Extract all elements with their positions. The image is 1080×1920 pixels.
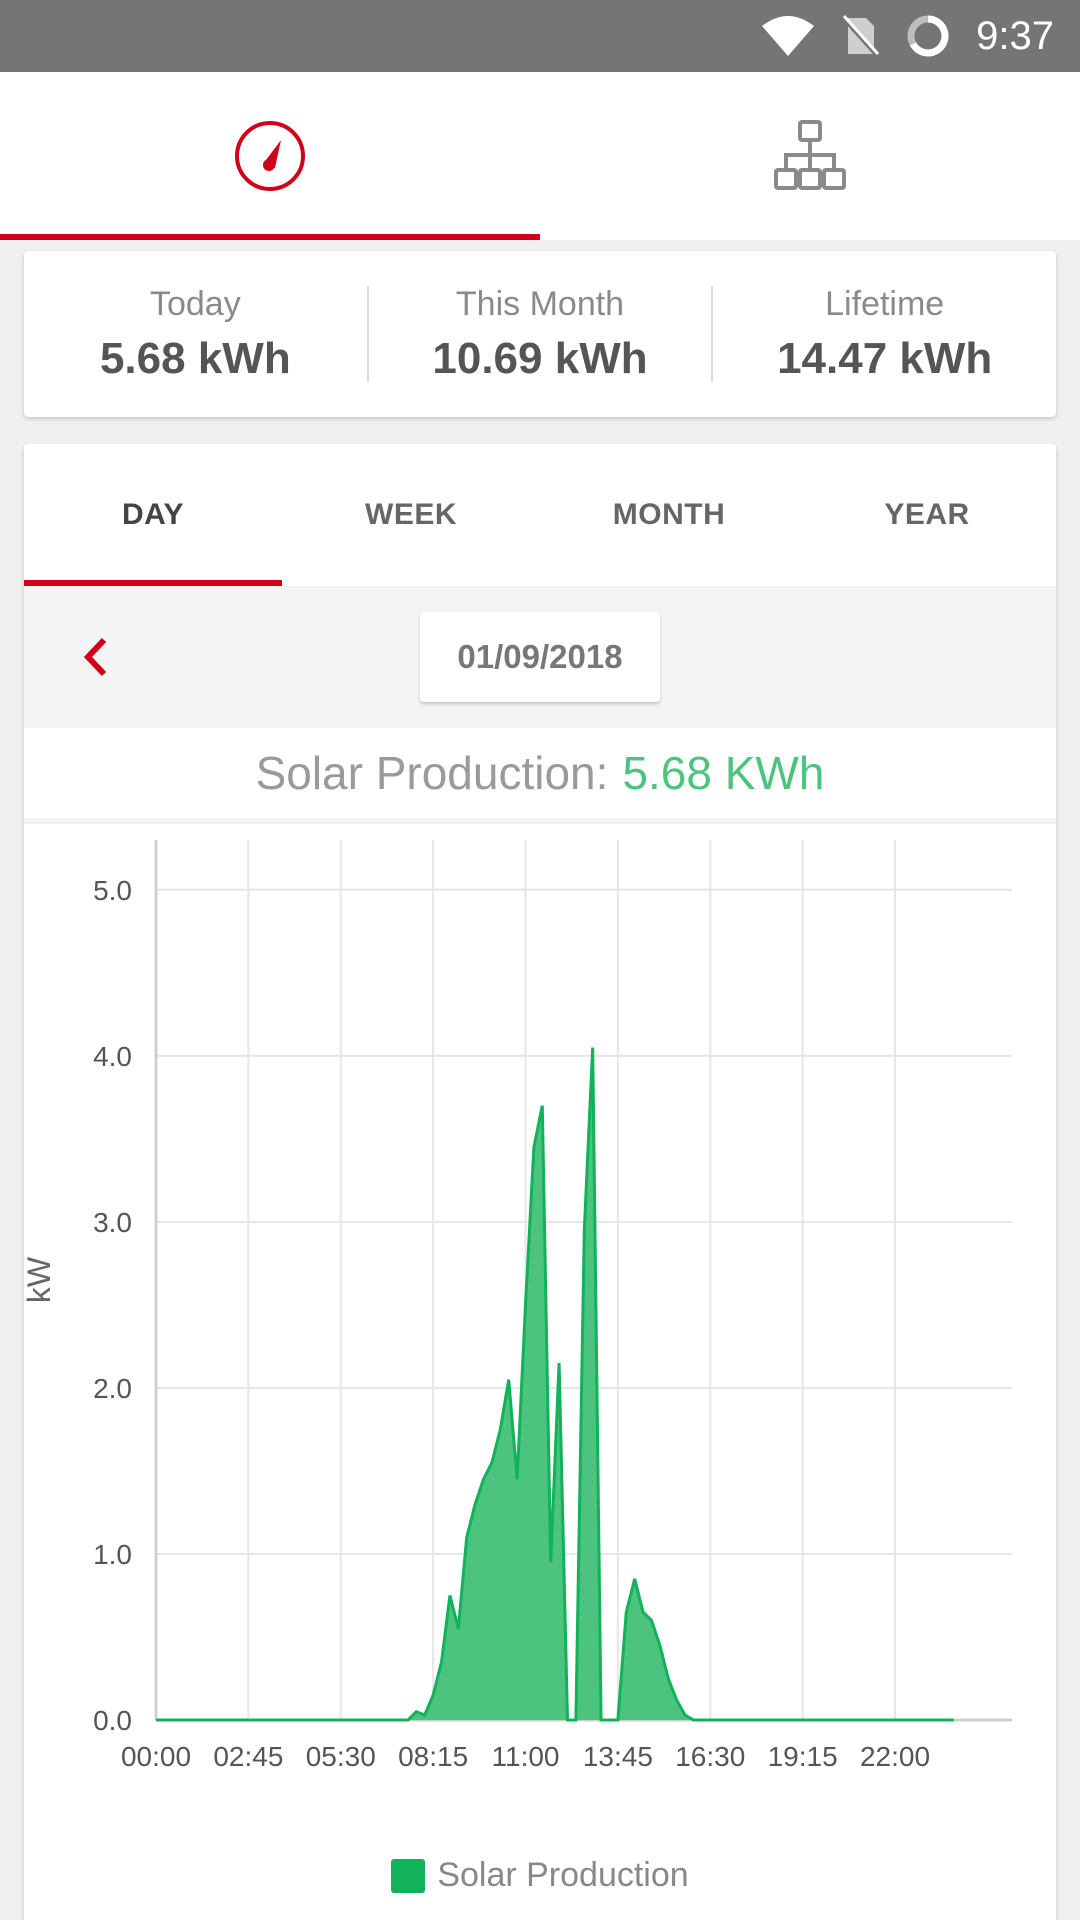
y-tick-label: 3.0 — [93, 1207, 132, 1238]
tab-year[interactable]: YEAR — [884, 498, 970, 531]
legend-label: Solar Production — [437, 1856, 689, 1894]
x-tick-label: 05:30 — [306, 1741, 376, 1772]
chevron-left-icon[interactable] — [80, 636, 110, 678]
y-tick-label: 4.0 — [93, 1041, 132, 1072]
x-tick-label: 16:30 — [675, 1741, 745, 1772]
tab-week[interactable]: WEEK — [365, 498, 457, 531]
divider — [711, 286, 714, 382]
y-tick-label: 1.0 — [93, 1539, 132, 1570]
x-tick-label: 08:15 — [398, 1741, 468, 1772]
series-line — [156, 1047, 954, 1722]
summary-today-label: Today — [149, 284, 241, 323]
summary-today-value: 5.68 kWh — [99, 333, 291, 383]
wifi-icon — [762, 16, 815, 56]
x-tick-label: 11:00 — [492, 1741, 560, 1772]
production-value: 5.68 KWh — [622, 747, 825, 799]
top-nav — [0, 72, 1080, 240]
x-tick-label: 00:00 — [121, 1741, 191, 1772]
no-sim-icon — [840, 14, 880, 58]
x-tick-label: 13:45 — [583, 1741, 653, 1772]
summary-month-label: This Month — [455, 284, 625, 323]
x-tick-label: 19:15 — [768, 1741, 838, 1772]
summary-today: Today 5.68 kWh — [24, 284, 367, 384]
chart-legend[interactable]: Solar Production — [24, 1856, 1056, 1895]
hierarchy-icon — [774, 120, 846, 190]
date-navigation: 01/09/2018 — [24, 586, 1056, 728]
y-tick-label: 5.0 — [93, 875, 132, 906]
y-tick-label: 0.0 — [93, 1705, 132, 1736]
summary-lifetime: Lifetime 14.47 kWh — [713, 284, 1056, 384]
legend-swatch — [391, 1858, 426, 1893]
tab-month[interactable]: MONTH — [612, 498, 726, 531]
y-tick-label: 2.0 — [93, 1373, 132, 1404]
chart-svg: 0.0 1.0 2.0 3.0 4.0 5.0 00:00 02:45 05:30 08:15 11… — [24, 840, 1012, 1772]
production-label: Solar Production: — [255, 747, 609, 799]
status-time: 9:37 — [976, 13, 1054, 58]
gauge-icon — [235, 121, 305, 191]
tab-day[interactable]: DAY — [24, 444, 282, 586]
production-chart: 0.0 1.0 2.0 3.0 4.0 5.0 00:00 02:45 05:30 08:15 11… — [24, 830, 1056, 1920]
divider — [366, 286, 369, 382]
status-bar: 9:37 — [0, 0, 1080, 72]
summary-month-value: 10.69 kWh — [432, 333, 648, 383]
production-total: Solar Production: 5.68 KWh — [24, 728, 1056, 824]
summary-month: This Month 10.69 kWh — [369, 284, 712, 384]
period-tabs: DAY WEEK MONTH YEAR — [24, 444, 1056, 586]
tab-dashboard[interactable] — [0, 72, 540, 240]
x-tick-label: 22:00 — [860, 1741, 930, 1772]
x-tick-label: 02:45 — [213, 1741, 283, 1772]
series-area — [156, 1047, 954, 1720]
energy-summary-card: Today 5.68 kWh This Month 10.69 kWh Life… — [24, 251, 1056, 417]
battery-loading-icon — [907, 15, 949, 57]
summary-lifetime-label: Lifetime — [825, 284, 945, 323]
production-card: DAY WEEK MONTH YEAR 01/09/2018 Solar Pro… — [24, 444, 1056, 1920]
tab-layout[interactable] — [540, 72, 1080, 240]
date-picker[interactable]: 01/09/2018 — [420, 612, 660, 702]
y-axis-label: kW — [24, 1256, 57, 1303]
summary-lifetime-value: 14.47 kWh — [777, 333, 993, 383]
